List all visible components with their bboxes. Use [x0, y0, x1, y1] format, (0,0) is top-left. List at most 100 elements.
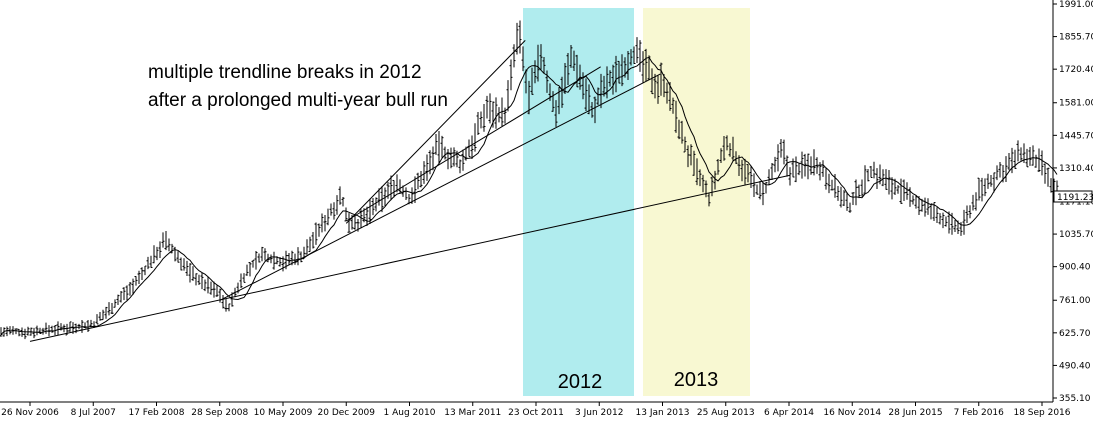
- ohlc-bar: [665, 82, 669, 104]
- ohlc-bar: [272, 251, 276, 270]
- ohlc-bar: [740, 159, 744, 182]
- ohlc-bar: [674, 100, 678, 133]
- ohlc-bar: [680, 120, 684, 144]
- ohlc-bar: [632, 46, 636, 65]
- ohlc-bar: [146, 256, 150, 270]
- ohlc-bar: [620, 54, 624, 87]
- ohlc-bar: [155, 246, 159, 261]
- ohlc-bar: [1031, 145, 1035, 166]
- ohlc-bar: [794, 156, 798, 183]
- ohlc-bar: [542, 57, 546, 74]
- ohlc-bar: [77, 323, 81, 330]
- ohlc-bar: [716, 158, 720, 175]
- ohlc-bar: [269, 254, 273, 264]
- ohlc-bar: [560, 76, 564, 108]
- ohlc-bar: [773, 156, 777, 173]
- ohlc-bar: [221, 294, 225, 309]
- trendlines: [29, 40, 791, 342]
- time-tick-label: 28 Sep 2008: [191, 408, 248, 418]
- ohlc-bar: [1040, 150, 1044, 176]
- ohlc-bar: [650, 68, 654, 95]
- ohlc-bar: [434, 133, 438, 155]
- ohlc-bar: [890, 177, 894, 200]
- ohlc-bar: [986, 173, 990, 189]
- ohlc-bar: [5, 326, 9, 337]
- ohlc-bar: [761, 182, 765, 206]
- time-tick-label: 6 Apr 2014: [764, 408, 814, 418]
- ohlc-bar: [1049, 178, 1053, 193]
- ohlc-bar: [293, 253, 297, 265]
- ohlc-bar: [869, 165, 873, 178]
- ohlc-bar: [125, 285, 129, 301]
- ohlc-bar: [911, 195, 915, 205]
- ohlc-bar: [458, 159, 462, 174]
- ohlc-bar: [893, 178, 897, 196]
- ohlc-bar: [86, 319, 90, 332]
- ohlc-bar: [200, 272, 204, 290]
- ohlc-bar: [227, 303, 231, 312]
- ohlc-bar: [887, 170, 891, 195]
- ohlc-bar: [479, 111, 483, 129]
- ohlc-bar: [719, 148, 723, 163]
- time-tick-label: 28 Jun 2015: [888, 408, 942, 418]
- ohlc-bar: [602, 75, 606, 97]
- ohlc-bar: [425, 154, 429, 181]
- ohlc-bar: [938, 213, 942, 225]
- ohlc-bar: [722, 135, 726, 161]
- ohlc-bar: [770, 163, 774, 181]
- ohlc-bar: [347, 213, 351, 233]
- ohlc-bar: [857, 184, 861, 199]
- ohlc-bar: [779, 139, 783, 158]
- ohlc-bar: [509, 59, 513, 91]
- ohlc-bar: [44, 322, 48, 334]
- time-tick-label: 7 Feb 2016: [954, 408, 1005, 418]
- band-2013: [643, 8, 750, 396]
- ohlc-bar: [107, 302, 111, 316]
- ohlc-bar: [167, 238, 171, 252]
- ohlc-bar: [998, 162, 1002, 178]
- ohlc-bar: [224, 299, 228, 312]
- ohlc-bar: [629, 49, 633, 66]
- ohlc-bar: [209, 281, 213, 295]
- band-2012: [523, 8, 634, 396]
- ohlc-bar: [113, 299, 117, 308]
- ohlc-bar: [35, 325, 39, 336]
- current-price-box: [1053, 190, 1093, 203]
- ohlc-bar: [440, 135, 444, 158]
- ohlc-bar: [371, 198, 375, 216]
- ohlc-bar: [605, 66, 609, 99]
- ohlc-bar: [23, 328, 27, 340]
- ohlc-bar: [68, 321, 72, 332]
- ohlc-bar: [905, 182, 909, 200]
- ohlc-bar: [644, 48, 648, 82]
- ohlc-bar: [782, 139, 786, 165]
- ohlc-bar: [137, 270, 141, 284]
- ohlc-bar: [896, 185, 900, 194]
- ohlc-bar: [971, 194, 975, 211]
- ohlc-bar: [503, 107, 507, 124]
- time-tick-label: 16 Nov 2014: [823, 408, 881, 418]
- ohlc-bar: [731, 136, 735, 161]
- time-tick-label: 23 Oct 2011: [508, 408, 564, 418]
- time-tick-label: 26 Nov 2006: [1, 408, 59, 418]
- ohlc-bar: [26, 326, 30, 336]
- ohlc-bar: [635, 37, 639, 63]
- price-tick-label: 355.10: [1059, 394, 1091, 404]
- ohlc-bar: [104, 306, 108, 319]
- ohlc-bar: [671, 97, 675, 114]
- ohlc-bar: [914, 195, 918, 209]
- time-tick-label: 20 Dec 2009: [318, 408, 376, 418]
- ohlc-bar: [581, 72, 585, 100]
- ohlc-bar: [758, 181, 762, 200]
- ohlc-bar: [173, 246, 177, 262]
- band-label-2012: 2012: [558, 371, 603, 393]
- ohlc-bar: [917, 196, 921, 216]
- ohlc-bar: [257, 253, 261, 263]
- ohlc-bar: [437, 130, 441, 164]
- price-tick-label: 1581.00: [1059, 99, 1093, 109]
- ohlc-bar: [467, 139, 471, 158]
- ohlc-bar: [656, 75, 660, 104]
- ohlc-bar: [14, 328, 18, 335]
- ohlc-bar: [785, 155, 789, 177]
- ohlc-bar: [692, 150, 696, 176]
